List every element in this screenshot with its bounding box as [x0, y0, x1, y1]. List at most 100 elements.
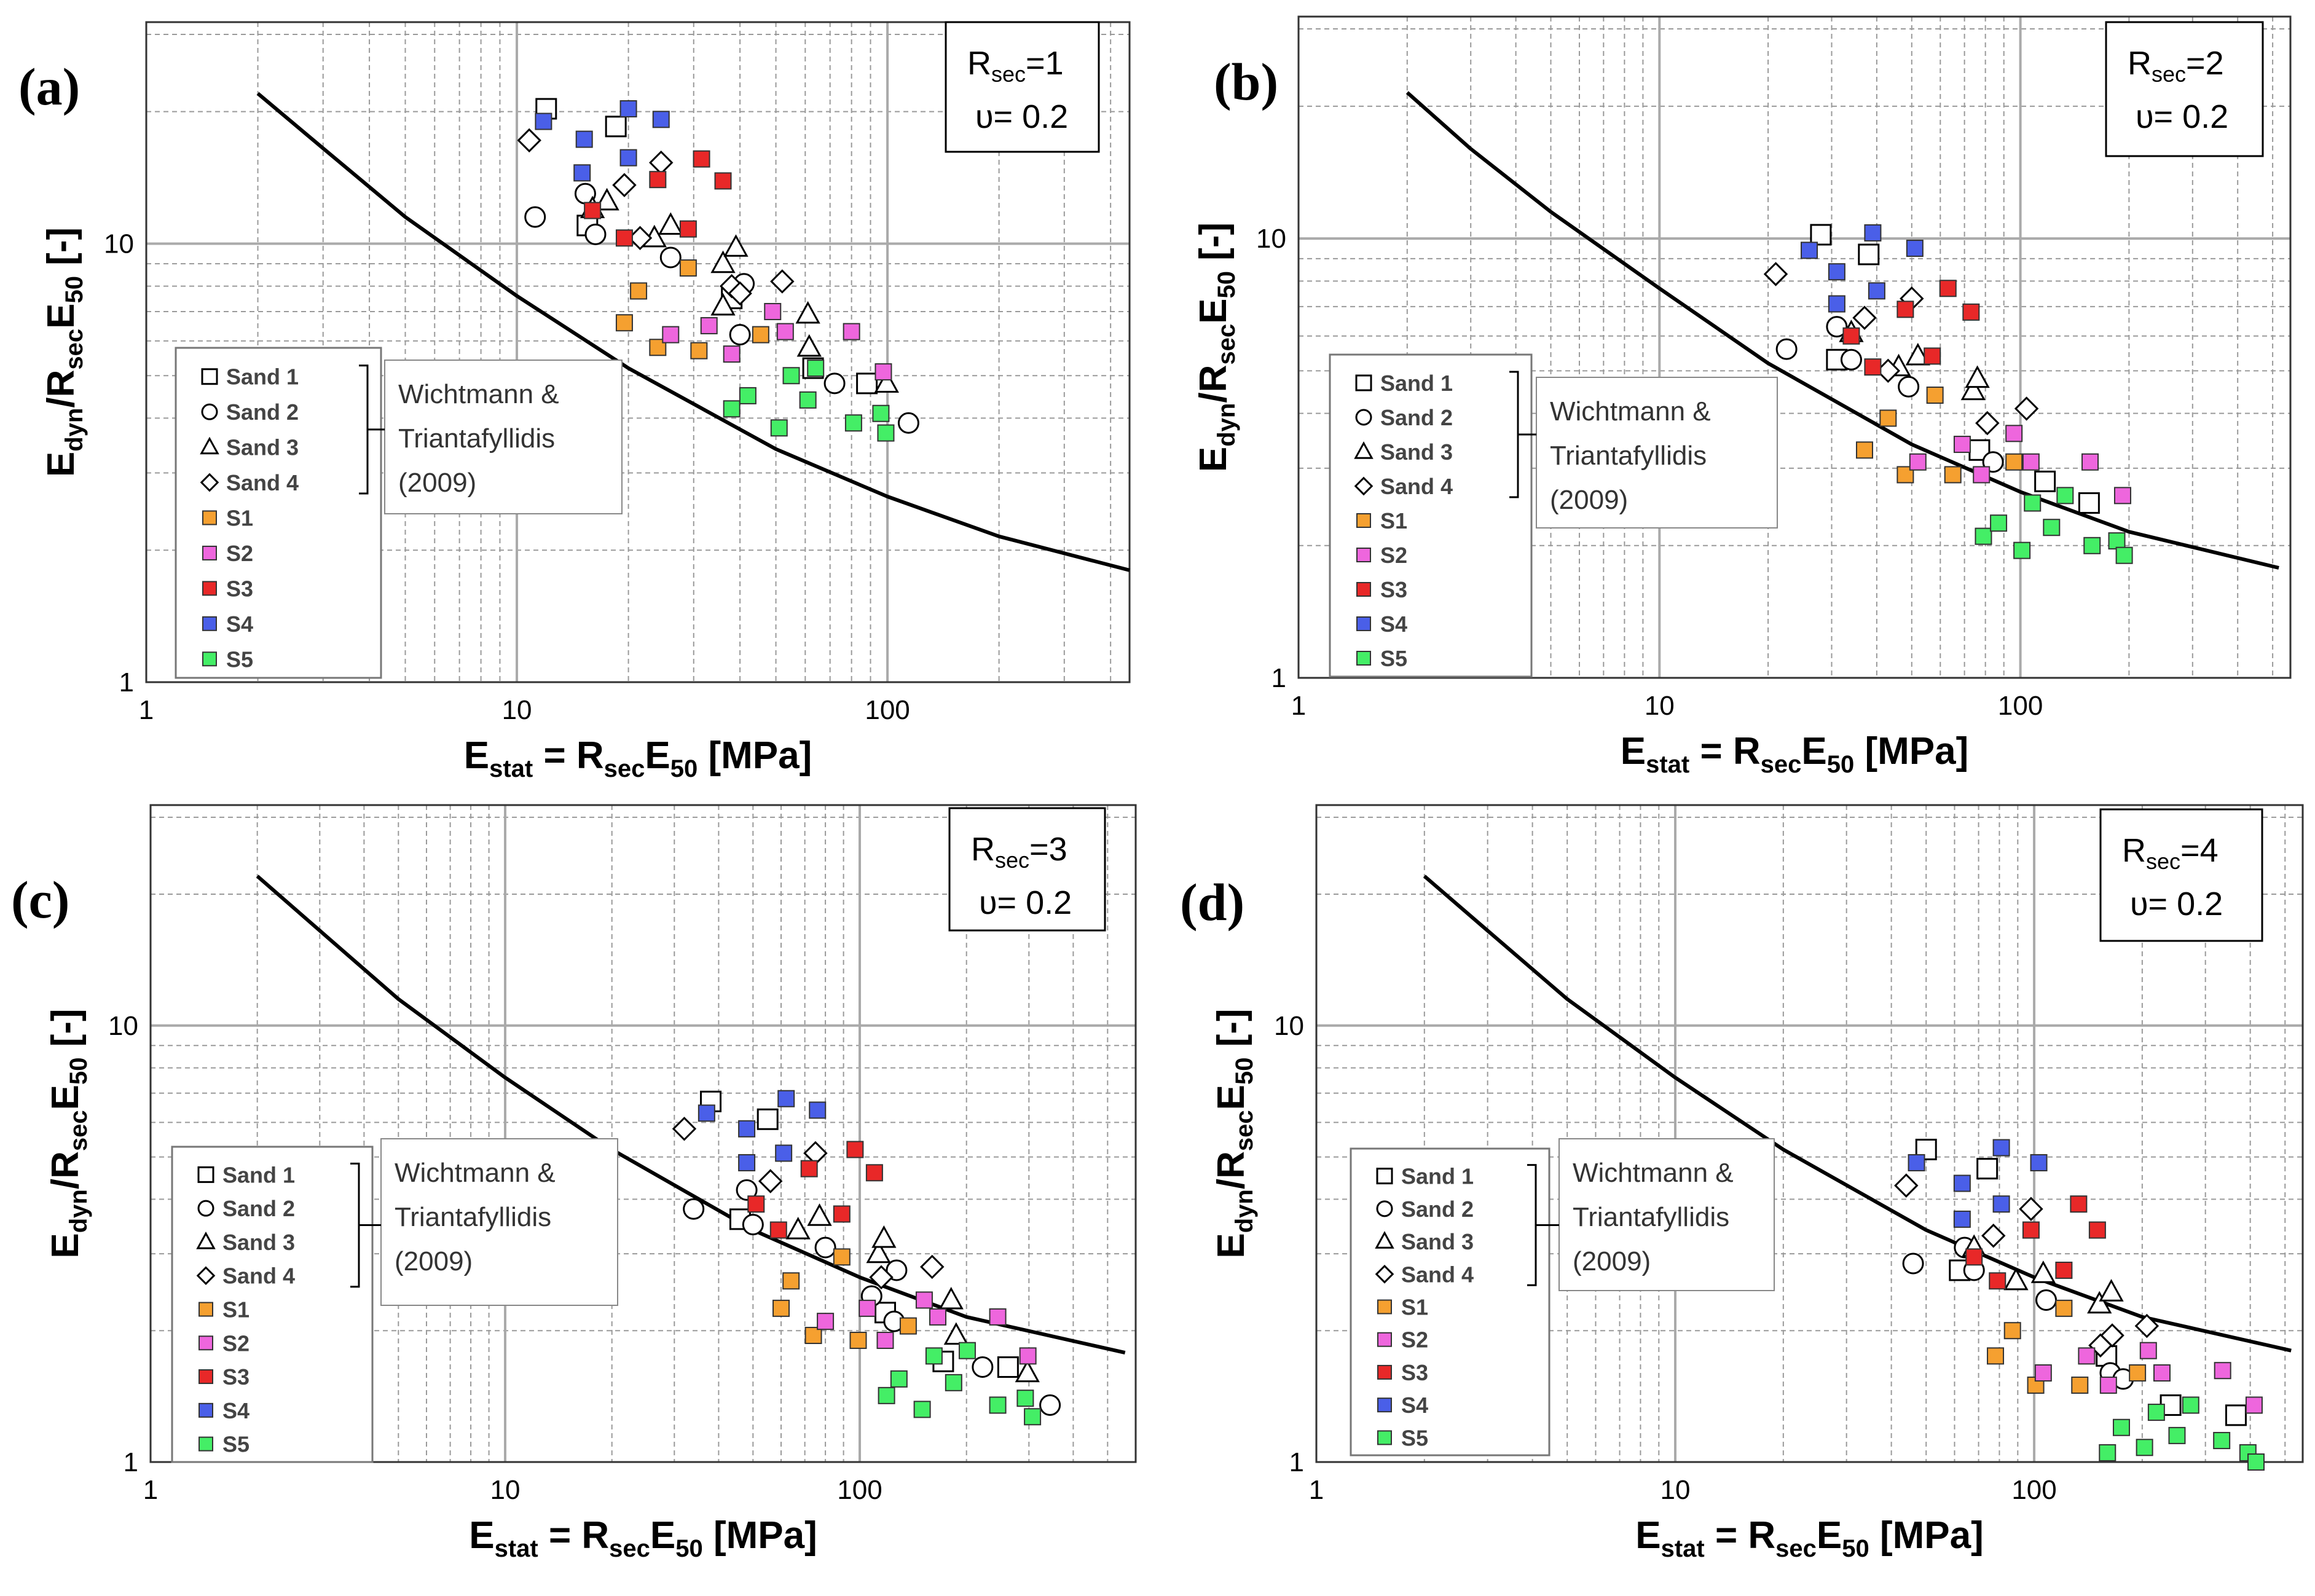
data-point-s1 [2071, 1376, 2089, 1394]
data-point-s1 [2055, 1299, 2073, 1317]
legend-marker-sand-4 [196, 1266, 216, 1286]
legend-label: S1 [1380, 508, 1407, 533]
data-point-sand-3 [1015, 1359, 1040, 1383]
data-point-s4 [1828, 295, 1845, 313]
data-point-s3 [800, 1160, 818, 1177]
data-point-s3 [1896, 301, 1914, 318]
x-tick-label: 10 [1645, 691, 1675, 721]
plot-frame [145, 21, 1131, 683]
data-point-s5 [782, 367, 800, 385]
legend-label: Sand 2 [1380, 405, 1453, 430]
legend-marker-s5 [202, 651, 217, 667]
legend-marker-s5 [1356, 651, 1371, 666]
data-point-s4 [698, 1104, 715, 1122]
legend-label: Sand 4 [222, 1264, 295, 1289]
data-point-s3 [1864, 358, 1882, 376]
data-point-sand-3 [795, 301, 820, 324]
text-run: sec [1775, 1535, 1817, 1562]
data-point-sand-1 [997, 1356, 1019, 1378]
text-run: /R [44, 1151, 87, 1189]
text-run: R [2128, 45, 2152, 82]
data-point-s4 [738, 1154, 756, 1171]
data-point-sand-4 [758, 1169, 783, 1193]
text-run: sec [1761, 751, 1802, 778]
data-point-s1 [2005, 453, 2023, 471]
data-point-s5 [844, 414, 862, 432]
legend-label: S4 [222, 1398, 250, 1423]
x-tick-label: 1 [143, 1475, 158, 1505]
data-point-s4 [777, 1090, 795, 1107]
data-point-sand-3 [2087, 1291, 2112, 1314]
legend-marker-s3 [202, 581, 217, 596]
y-tick-label: 1 [124, 1447, 138, 1477]
legend-marker-s2 [202, 545, 217, 560]
text-run: = R [1689, 730, 1760, 772]
data-point-s5 [2115, 546, 2133, 564]
text-run: /R [40, 370, 82, 408]
text-run: stat [489, 755, 533, 782]
text-run: = R [538, 1514, 609, 1557]
data-point-s5 [739, 387, 757, 404]
data-point-s2 [2099, 1376, 2117, 1394]
reference-label-box [384, 360, 623, 514]
legend-marker-s1 [1377, 1299, 1392, 1315]
data-point-s5 [2099, 1444, 2117, 1461]
data-point-s4 [1868, 282, 1885, 300]
data-point-s5 [2147, 1404, 2165, 1421]
data-point-s2 [723, 345, 741, 363]
data-point-s2 [876, 1332, 894, 1350]
data-point-sand-4 [612, 173, 637, 197]
text-run: [MPa] [1869, 1514, 1984, 1557]
legend-marker-s3 [1356, 582, 1371, 597]
data-point-sand-4 [1975, 411, 2000, 436]
data-point-sand-3 [710, 250, 736, 273]
y-axis-title: Edyn/RsecE50 [-] [40, 227, 88, 477]
data-point-s2 [764, 302, 782, 320]
data-point-s3 [1962, 303, 1980, 321]
text-run: E [464, 734, 489, 777]
text-run: = R [533, 734, 603, 777]
data-point-s2 [2139, 1342, 2157, 1359]
legend-label: S3 [226, 576, 253, 601]
text-run: [-] [44, 1008, 87, 1057]
parameter-box [948, 807, 1106, 932]
legend-marker-sand-1 [1355, 374, 1372, 391]
text-run: sec [1213, 324, 1240, 365]
data-point-sand-2 [584, 223, 607, 245]
data-point-sand-1 [1858, 243, 1880, 265]
y-tick-label: 1 [1289, 1447, 1304, 1477]
text-run: sec [2152, 61, 2186, 87]
data-point-s2 [2034, 1364, 2052, 1382]
legend-label: Sand 3 [1401, 1229, 1474, 1254]
data-point-s4 [809, 1101, 827, 1119]
text-run: 50 [675, 1535, 703, 1562]
legend-marker-sand-3 [1354, 441, 1374, 459]
text-run: [MPa] [703, 1514, 817, 1557]
legend-label: Sand 4 [1380, 474, 1453, 499]
data-point-s3 [584, 202, 602, 219]
legend-label: S2 [226, 541, 253, 566]
x-axis-title: Estat = RsecE50 [MPa] [464, 734, 812, 782]
legend-label: Sand 1 [226, 364, 299, 390]
legend-marker-s3 [1377, 1364, 1392, 1380]
text-run: E [1801, 730, 1826, 772]
reference-label-line: Wichtmann & [1573, 1158, 1734, 1188]
data-point-s3 [679, 220, 697, 238]
text-run: E [645, 734, 670, 777]
x-tick-label: 1 [1309, 1475, 1324, 1505]
data-point-s1 [804, 1327, 822, 1345]
text-run: E [1210, 1085, 1252, 1110]
x-tick-label: 1 [1291, 691, 1306, 721]
data-point-s2 [700, 316, 718, 334]
reference-curve-line [1423, 875, 2292, 1353]
data-point-sand-4 [672, 1117, 697, 1141]
legend-label: Sand 3 [226, 435, 299, 460]
text-run: =2 [2186, 45, 2224, 82]
data-point-s5 [1975, 527, 1992, 545]
legend-label: S1 [222, 1297, 250, 1323]
data-point-s5 [2213, 1432, 2231, 1450]
data-point-s5 [2024, 494, 2042, 512]
data-point-sand-1 [1810, 224, 1832, 246]
